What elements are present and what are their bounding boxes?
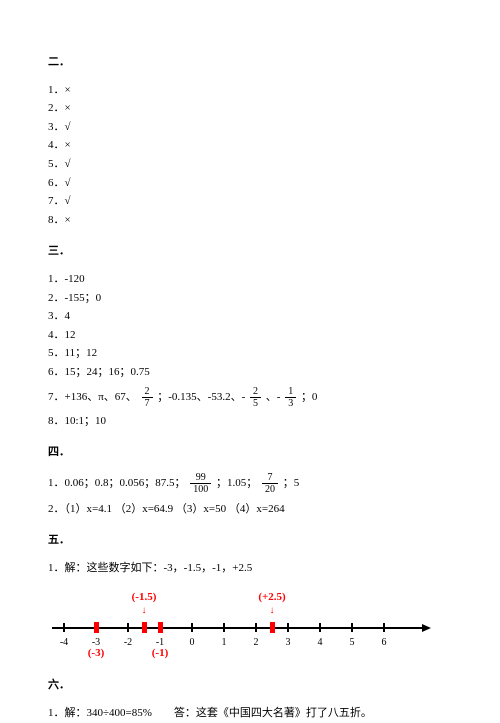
mark-label-bottom: (-3) [88, 645, 105, 663]
tick [319, 623, 321, 632]
s3-i7-c: 、- [266, 391, 281, 403]
s3-i3: 3．4 [48, 308, 452, 326]
section-4-items: 1．0.06；0.8；0.056；87.5； 99100 ；1.05； 720 … [48, 472, 452, 519]
tick-label: 6 [382, 635, 387, 651]
section-4-title: 四． [48, 444, 452, 462]
s5-p1: 1．解：这些数字如下：-3，-1.5，-1，+2.5 [48, 560, 452, 578]
s3-i7: 7．+136、π、67、 27 ；-0.135、-53.2、- 25 、- 13… [48, 386, 452, 409]
s3-i8: 8．10:1；10 [48, 413, 452, 431]
tick [255, 623, 257, 632]
s2-i4: 4．× [48, 137, 452, 155]
s4-l1: 1．0.06；0.8；0.056；87.5； 99100 ；1.05； 720 … [48, 472, 452, 495]
section-3-title: 三． [48, 243, 452, 261]
tick-label: 0 [190, 635, 195, 651]
tick-label: 5 [350, 635, 355, 651]
arrow-icon [422, 624, 431, 632]
frac-1-3: 13 [285, 386, 296, 409]
section-2-title: 二． [48, 54, 452, 72]
axis-line [52, 627, 422, 629]
section-6-title: 六． [48, 677, 452, 695]
s2-i5: 5．√ [48, 156, 452, 174]
s4-l2: 2．（1）x=4.1 （2）x=64.9 （3）x=50 （4）x=264 [48, 501, 452, 519]
tick [191, 623, 193, 632]
arrow-down-icon: ↓ [142, 603, 147, 619]
s3-i7-a: 7．+136、π、67、 [48, 391, 137, 403]
s3-i4: 4．12 [48, 327, 452, 345]
tick [63, 623, 65, 632]
arrow-down-icon: ↓ [270, 603, 275, 619]
frac-99-100: 99100 [190, 472, 211, 495]
s2-i8: 8．× [48, 212, 452, 230]
s2-i1: 1．× [48, 82, 452, 100]
s3-i2: 2．-155；0 [48, 290, 452, 308]
tick [127, 623, 129, 632]
s3-i1: 1．-120 [48, 271, 452, 289]
tick [287, 623, 289, 632]
frac-2-7: 27 [142, 386, 153, 409]
s2-i6: 6．√ [48, 175, 452, 193]
tick [351, 623, 353, 632]
tick-label: 4 [318, 635, 323, 651]
s4-l1a: 1．0.06；0.8；0.056；87.5； [48, 477, 186, 489]
s4-l1b: ；1.05； [216, 477, 257, 489]
mark-label-bottom: (-1) [152, 645, 169, 663]
s6-p1: 1．解：340÷400=85% 答：这套《中国四大名著》打了八五折。 [48, 705, 452, 723]
mark [270, 622, 275, 633]
s3-i6: 6．15；24；16；0.75 [48, 364, 452, 382]
mark [94, 622, 99, 633]
frac-7-20: 720 [262, 472, 278, 495]
mark [142, 622, 147, 633]
s2-i2: 2．× [48, 100, 452, 118]
tick-label: -2 [124, 635, 132, 651]
tick-label: -4 [60, 635, 68, 651]
tick-label: 1 [222, 635, 227, 651]
tick-label: 3 [286, 635, 291, 651]
tick [223, 623, 225, 632]
s3-i5: 5．11；12 [48, 345, 452, 363]
section-5-title: 五． [48, 532, 452, 550]
s3-i7-d: ；0 [301, 391, 318, 403]
section-3-items: 1．-120 2．-155；0 3．4 4．12 5．11；12 6．15；24… [48, 271, 452, 430]
s3-i7-b: ；-0.135、-53.2、- [157, 391, 245, 403]
s4-l1c: ；5 [283, 477, 300, 489]
s2-i3: 3．√ [48, 119, 452, 137]
tick-label: 2 [254, 635, 259, 651]
s2-i7: 7．√ [48, 193, 452, 211]
mark [158, 622, 163, 633]
section-2-items: 1．× 2．× 3．√ 4．× 5．√ 6．√ 7．√ 8．× [48, 82, 452, 230]
tick [383, 623, 385, 632]
frac-2-5: 25 [250, 386, 261, 409]
number-line: -4-3-2-10123456(-3)(-1.5)↓(-1)(+2.5)↓ [52, 583, 432, 663]
